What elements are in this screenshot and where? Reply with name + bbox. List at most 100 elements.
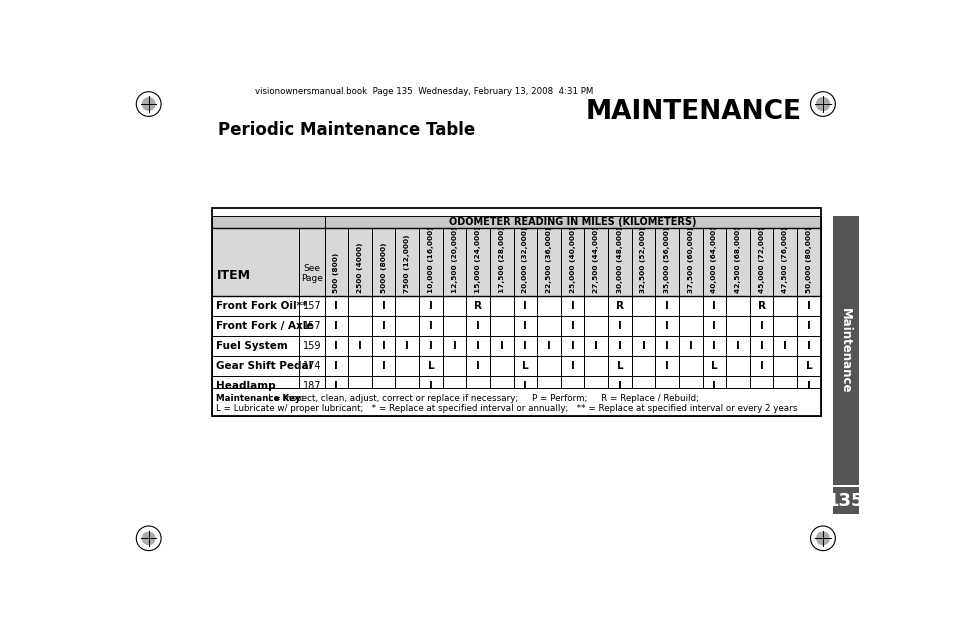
Bar: [395, 336, 418, 356]
Bar: [796, 356, 820, 376]
Text: visionownersmanual.book  Page 135  Wednesday, February 13, 2008  4:31 PM: visionownersmanual.book Page 135 Wednesd…: [254, 87, 593, 96]
Bar: [773, 228, 796, 296]
Bar: [466, 296, 490, 316]
Text: I = Inspect, clean, adjust, correct or replace if necessary;     P = Perform;   : I = Inspect, clean, adjust, correct or r…: [259, 394, 698, 403]
Text: I: I: [429, 301, 433, 311]
Bar: [513, 356, 537, 376]
Bar: [560, 316, 584, 336]
Bar: [655, 296, 679, 316]
Text: 50,000 (80,000): 50,000 (80,000): [805, 227, 811, 293]
Bar: [655, 376, 679, 396]
Text: 47,500 (76,000): 47,500 (76,000): [781, 227, 787, 293]
Text: R: R: [757, 301, 764, 311]
Bar: [725, 296, 749, 316]
Circle shape: [815, 532, 829, 545]
Text: 42,500 (68,000): 42,500 (68,000): [734, 227, 740, 293]
Bar: [212, 228, 298, 296]
Text: I: I: [429, 381, 433, 391]
Text: 27,500 (44,000): 27,500 (44,000): [593, 227, 598, 293]
Text: 30,000 (48,000): 30,000 (48,000): [617, 227, 622, 293]
Text: I: I: [618, 341, 621, 351]
Bar: [442, 356, 466, 376]
Bar: [584, 296, 607, 316]
Text: L = Lubricate w/ proper lubricant;   * = Replace at specified interval or annual: L = Lubricate w/ proper lubricant; * = R…: [216, 404, 797, 413]
Text: L: L: [427, 361, 434, 371]
Text: I: I: [712, 321, 716, 331]
Bar: [490, 228, 513, 296]
Bar: [348, 316, 372, 336]
Bar: [655, 228, 679, 296]
Text: I: I: [381, 341, 385, 351]
Bar: [537, 336, 560, 356]
Text: I: I: [523, 341, 527, 351]
Bar: [212, 216, 324, 228]
Bar: [537, 376, 560, 396]
Text: I: I: [759, 361, 762, 371]
Bar: [442, 376, 466, 396]
Bar: [796, 336, 820, 356]
Bar: [324, 228, 348, 296]
Bar: [607, 336, 631, 356]
Text: 135: 135: [826, 492, 863, 509]
Bar: [395, 228, 418, 296]
Bar: [513, 316, 537, 336]
Bar: [537, 316, 560, 336]
Bar: [298, 296, 324, 316]
Bar: [418, 376, 442, 396]
Bar: [324, 316, 348, 336]
Text: 10,000 (16,000): 10,000 (16,000): [428, 227, 434, 293]
Text: See
Page: See Page: [300, 264, 322, 284]
Text: I: I: [782, 341, 786, 351]
Bar: [212, 388, 820, 416]
Bar: [749, 228, 773, 296]
Bar: [212, 376, 298, 396]
Text: I: I: [523, 381, 527, 391]
Bar: [418, 336, 442, 356]
Bar: [372, 228, 395, 296]
Bar: [372, 376, 395, 396]
Text: 12,500 (20,000): 12,500 (20,000): [451, 227, 457, 293]
Text: 32,500 (52,000): 32,500 (52,000): [639, 227, 646, 293]
Bar: [560, 228, 584, 296]
Bar: [395, 316, 418, 336]
Text: Gear Shift Pedal: Gear Shift Pedal: [216, 361, 312, 371]
Text: I: I: [570, 341, 574, 351]
Bar: [631, 376, 655, 396]
Text: Maintenance Key:: Maintenance Key:: [216, 394, 304, 403]
Bar: [442, 296, 466, 316]
Bar: [490, 376, 513, 396]
Text: I: I: [570, 321, 574, 331]
Text: Periodic Maintenance Table: Periodic Maintenance Table: [218, 121, 476, 139]
Bar: [442, 316, 466, 336]
Bar: [679, 296, 701, 316]
Bar: [607, 296, 631, 316]
Bar: [418, 296, 442, 316]
Bar: [513, 336, 537, 356]
Bar: [372, 296, 395, 316]
Bar: [701, 316, 725, 336]
Text: 35,000 (56,000): 35,000 (56,000): [663, 227, 669, 293]
Bar: [442, 336, 466, 356]
Bar: [298, 336, 324, 356]
Bar: [631, 336, 655, 356]
Text: I: I: [357, 341, 361, 351]
Bar: [584, 228, 607, 296]
Bar: [749, 316, 773, 336]
Bar: [395, 376, 418, 396]
Bar: [490, 316, 513, 336]
Bar: [631, 296, 655, 316]
Text: ODOMETER READING IN MILES (KILOMETERS): ODOMETER READING IN MILES (KILOMETERS): [449, 217, 696, 227]
Text: I: I: [546, 341, 551, 351]
Bar: [513, 228, 537, 296]
Bar: [490, 356, 513, 376]
Text: L: L: [710, 361, 717, 371]
Bar: [701, 356, 725, 376]
Bar: [395, 356, 418, 376]
Bar: [348, 296, 372, 316]
Text: MAINTENANCE: MAINTENANCE: [584, 99, 801, 125]
Bar: [298, 316, 324, 336]
Bar: [372, 356, 395, 376]
Bar: [679, 376, 701, 396]
Bar: [348, 376, 372, 396]
Text: 2500 (4000): 2500 (4000): [356, 243, 363, 293]
